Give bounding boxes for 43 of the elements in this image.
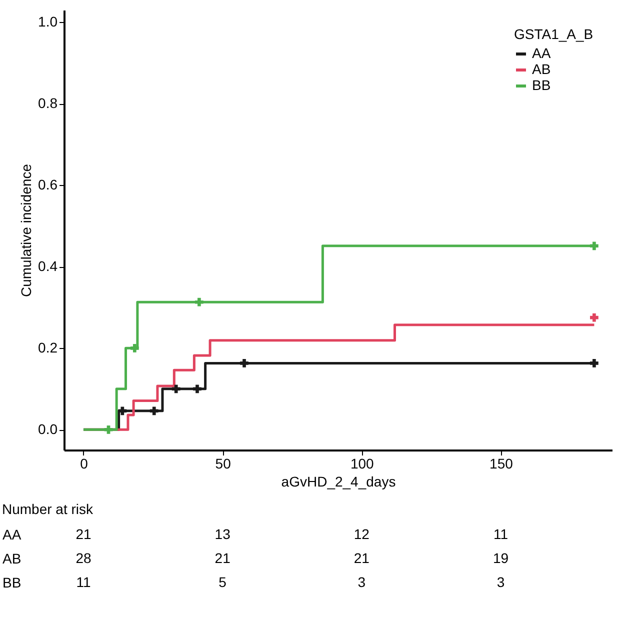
legend-label: BB (532, 77, 551, 93)
category-label: AB (2, 550, 22, 566)
x-tick-label: 0 (80, 456, 88, 472)
text: 13 (214, 526, 230, 542)
y-tick-label: 0.8 (38, 95, 58, 112)
y-axis-title: Cumulative incidence (18, 164, 34, 298)
point (130, 344, 139, 352)
point (590, 359, 598, 368)
x-tick-label: 150 (490, 456, 514, 472)
text: 3 (496, 574, 505, 590)
point (150, 406, 158, 416)
text: 21 (354, 550, 370, 566)
y-tick-label: 0.2 (38, 340, 58, 356)
point (104, 425, 113, 434)
legend-title: GSTA1_A_B (514, 26, 594, 42)
text: 28 (76, 550, 92, 566)
text: Number at risk (2, 501, 94, 517)
x-tick-label: 50 (215, 456, 232, 472)
point (240, 359, 248, 368)
text: 19 (492, 550, 509, 566)
category-label: AA (2, 526, 22, 542)
point (118, 406, 127, 416)
text: 21 (76, 526, 92, 542)
point (590, 313, 598, 322)
text: 11 (493, 526, 508, 542)
y-tick-label: 0.0 (38, 421, 58, 438)
point (172, 384, 180, 394)
y-tick-label: 0.6 (38, 176, 58, 193)
text: 21 (214, 550, 230, 566)
point (193, 384, 202, 394)
text: 5 (218, 574, 226, 590)
x-axis-title: aGvHD_2_4_days (281, 474, 396, 490)
legend-label: AB (532, 61, 551, 77)
category-label: BB (2, 574, 22, 590)
text: 3 (358, 574, 366, 590)
y-tick-label: 0.4 (38, 258, 58, 274)
point (195, 298, 204, 306)
point (590, 242, 598, 250)
text: 11 (76, 574, 91, 590)
x-tick-label: 100 (350, 456, 374, 472)
text: 12 (354, 526, 370, 542)
legend-label: AA (532, 45, 552, 61)
y-tick-label: 1.0 (38, 14, 58, 30)
